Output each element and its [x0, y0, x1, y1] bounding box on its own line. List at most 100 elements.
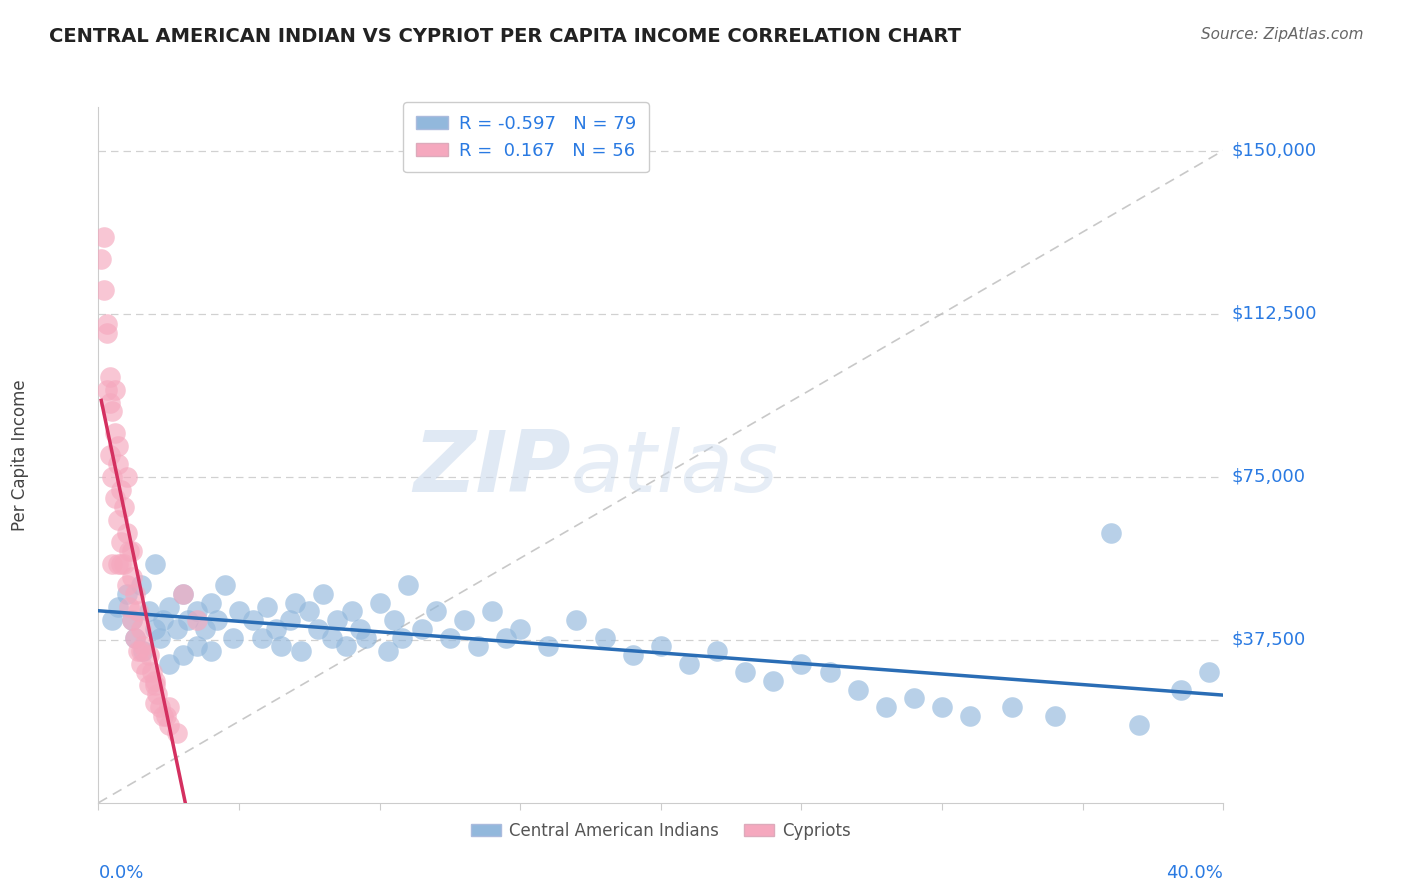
Point — [129, 622, 152, 636]
Point — [278, 613, 301, 627]
Point — [411, 622, 433, 636]
Point — [903, 691, 925, 706]
Point — [127, 605, 149, 619]
Point — [96, 326, 118, 340]
Point — [124, 587, 146, 601]
Text: $150,000: $150,000 — [1232, 142, 1317, 160]
Point — [101, 613, 124, 627]
Point — [250, 631, 273, 645]
Point — [467, 639, 489, 653]
Point — [377, 643, 399, 657]
Point — [115, 526, 138, 541]
Text: 0.0%: 0.0% — [98, 863, 143, 881]
Point — [138, 678, 160, 692]
Point — [110, 557, 132, 571]
Point — [104, 491, 127, 506]
Point — [242, 613, 264, 627]
Point — [439, 631, 461, 645]
Point — [132, 643, 155, 657]
Point — [1099, 526, 1122, 541]
Point — [149, 700, 172, 714]
Point — [1198, 665, 1220, 680]
Point — [101, 469, 124, 483]
Point — [349, 622, 371, 636]
Point — [104, 426, 127, 441]
Point — [205, 613, 228, 627]
Point — [107, 439, 129, 453]
Point — [121, 543, 143, 558]
Point — [565, 613, 588, 627]
Point — [138, 648, 160, 662]
Point — [149, 631, 172, 645]
Point — [107, 457, 129, 471]
Point — [326, 613, 349, 627]
Point — [214, 578, 236, 592]
Point — [593, 631, 616, 645]
Point — [425, 605, 447, 619]
Text: atlas: atlas — [571, 427, 779, 510]
Point — [141, 665, 163, 680]
Point — [129, 578, 152, 592]
Legend: Central American Indians, Cypriots: Central American Indians, Cypriots — [464, 815, 858, 847]
Point — [382, 613, 405, 627]
Point — [129, 657, 152, 671]
Point — [98, 369, 121, 384]
Point — [107, 513, 129, 527]
Point — [298, 605, 321, 619]
Point — [96, 318, 118, 332]
Point — [143, 622, 166, 636]
Point — [200, 596, 222, 610]
Point — [256, 600, 278, 615]
Text: Per Capita Income: Per Capita Income — [11, 379, 28, 531]
Point — [121, 613, 143, 627]
Point — [818, 665, 841, 680]
Point — [762, 674, 785, 689]
Point — [152, 613, 174, 627]
Point — [152, 708, 174, 723]
Point — [228, 605, 250, 619]
Text: ZIP: ZIP — [413, 427, 571, 510]
Point — [101, 404, 124, 418]
Point — [104, 383, 127, 397]
Point — [96, 383, 118, 397]
Point — [115, 578, 138, 592]
Point — [321, 631, 343, 645]
Point — [340, 605, 363, 619]
Point — [121, 570, 143, 584]
Point — [118, 600, 141, 615]
Point — [132, 639, 155, 653]
Point — [90, 252, 112, 267]
Point — [537, 639, 560, 653]
Point — [1128, 717, 1150, 731]
Point — [959, 708, 981, 723]
Point — [112, 500, 135, 514]
Point — [138, 605, 160, 619]
Text: $75,000: $75,000 — [1232, 467, 1306, 485]
Text: $37,500: $37,500 — [1232, 631, 1306, 648]
Point — [115, 469, 138, 483]
Point — [186, 613, 208, 627]
Point — [396, 578, 419, 592]
Point — [135, 665, 157, 680]
Point — [222, 631, 245, 645]
Point — [200, 643, 222, 657]
Point — [509, 622, 531, 636]
Point — [93, 283, 115, 297]
Point — [678, 657, 700, 671]
Point — [1043, 708, 1066, 723]
Point — [186, 605, 208, 619]
Point — [129, 643, 152, 657]
Text: CENTRAL AMERICAN INDIAN VS CYPRIOT PER CAPITA INCOME CORRELATION CHART: CENTRAL AMERICAN INDIAN VS CYPRIOT PER C… — [49, 27, 962, 45]
Point — [284, 596, 307, 610]
Point — [790, 657, 813, 671]
Point — [1001, 700, 1024, 714]
Point — [93, 230, 115, 244]
Point — [706, 643, 728, 657]
Point — [846, 682, 869, 697]
Point — [453, 613, 475, 627]
Point — [312, 587, 335, 601]
Point — [143, 557, 166, 571]
Point — [621, 648, 644, 662]
Text: $112,500: $112,500 — [1232, 304, 1317, 323]
Point — [172, 587, 194, 601]
